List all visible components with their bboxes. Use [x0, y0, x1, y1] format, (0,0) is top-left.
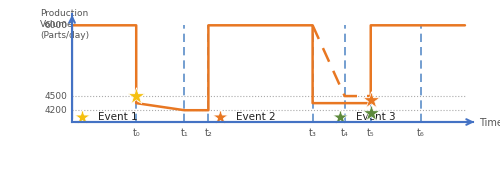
- Point: [132, 95, 140, 98]
- Text: t₃: t₃: [308, 128, 316, 138]
- Text: t₁: t₁: [180, 128, 188, 138]
- Point: [366, 98, 374, 101]
- Text: t₂: t₂: [204, 128, 212, 138]
- Text: Production
Volume
(Parts/day): Production Volume (Parts/day): [40, 9, 89, 40]
- Text: t₆: t₆: [417, 128, 424, 138]
- Text: 4500: 4500: [44, 92, 68, 100]
- Point: [366, 112, 374, 114]
- Text: Event 3: Event 3: [356, 112, 396, 122]
- Text: t₄: t₄: [341, 128, 348, 138]
- Text: 4200: 4200: [44, 106, 68, 115]
- Text: Time (t): Time (t): [479, 117, 500, 127]
- Text: t₀: t₀: [132, 128, 140, 138]
- Text: Event 1: Event 1: [98, 112, 138, 122]
- Text: t₅: t₅: [367, 128, 374, 138]
- Text: 6000: 6000: [44, 21, 68, 30]
- Text: Event 2: Event 2: [236, 112, 276, 122]
